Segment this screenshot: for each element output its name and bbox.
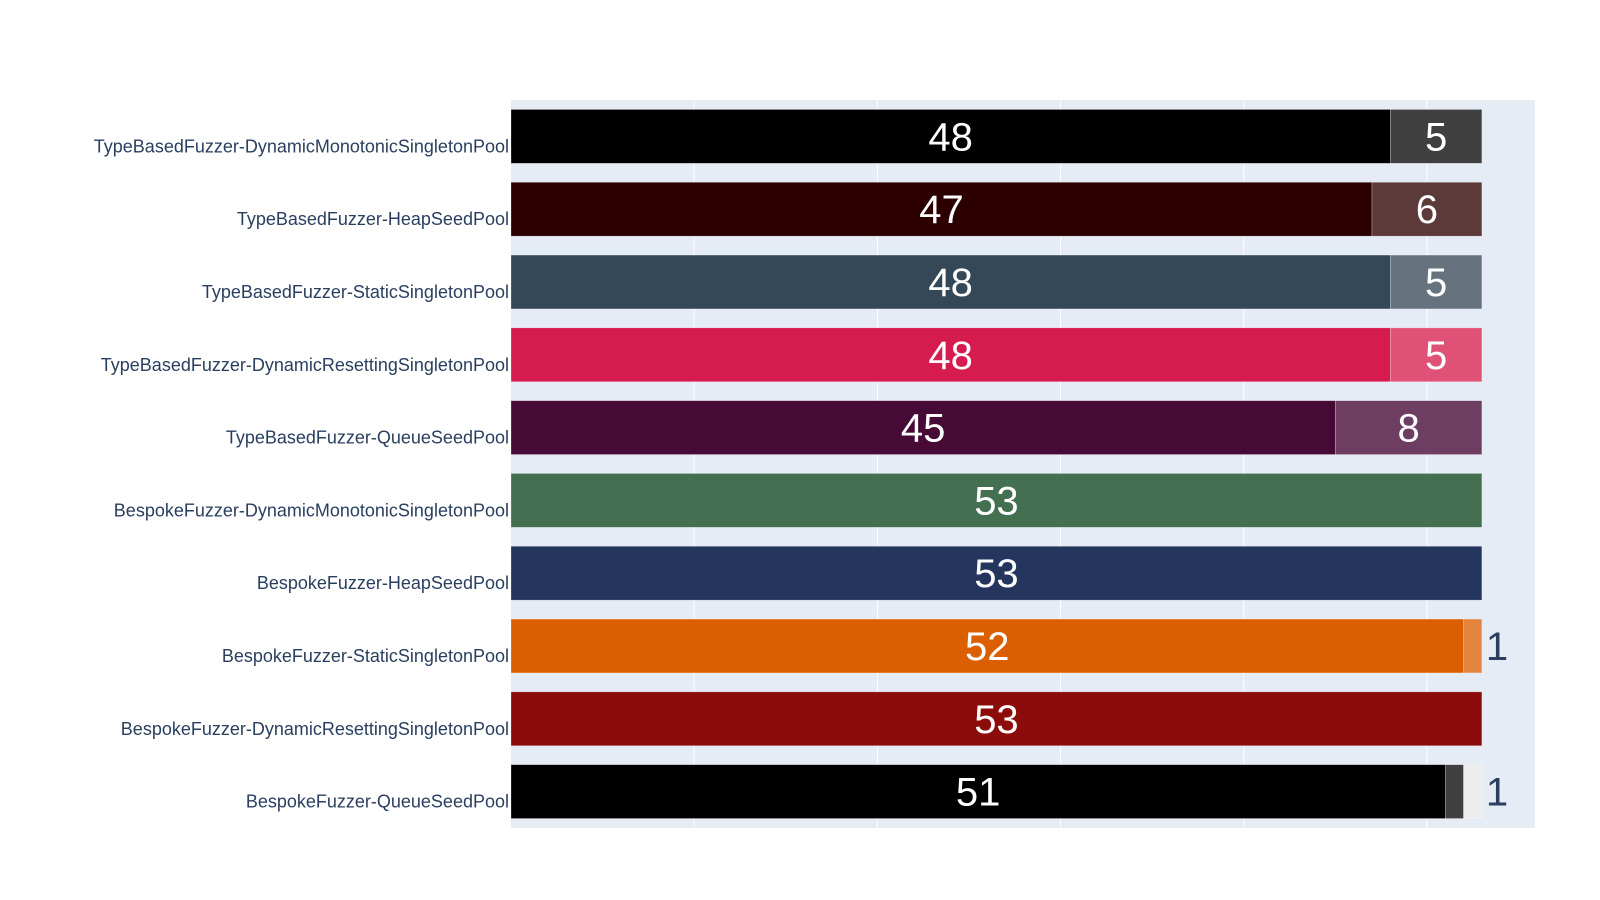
bar-value-label: 48 [928,334,973,378]
bar-segment [510,109,1391,164]
bar-segment [1390,254,1483,310]
bar-segment [510,764,1446,819]
bar-segment [1444,764,1464,819]
bar-value-label: 53 [974,479,1019,523]
bar-segment [510,400,1336,455]
bar-segment [510,618,1464,674]
bar-value-label: 52 [965,625,1010,669]
bar-segment [1335,400,1483,455]
bar-segment [510,182,1373,237]
bar-value-label: 51 [956,771,1001,815]
bar-value-label: 48 [928,115,973,159]
bar-segment [510,691,1483,746]
bars [510,109,1483,819]
category-label: BespokeFuzzer-QueueSeedPool [246,792,509,812]
bar-segment [510,546,1483,601]
bar-value-label: 53 [974,698,1019,742]
bar-segment [510,327,1391,382]
category-label: TypeBasedFuzzer-DynamicMonotonicSingleto… [94,136,509,156]
bar-value-label: 8 [1397,407,1419,451]
bar-value-label: 5 [1425,334,1447,378]
bar-value-label: 1 [1486,625,1508,669]
category-label: TypeBasedFuzzer-QueueSeedPool [226,428,509,448]
category-label: BespokeFuzzer-HeapSeedPool [257,573,509,593]
bar-segment [510,473,1483,528]
bar-value-label: 48 [928,261,973,305]
bar-segment [1463,618,1483,674]
category-labels: TypeBasedFuzzer-DynamicMonotonicSingleto… [94,136,509,811]
bar-value-label: 53 [974,552,1019,596]
bar-segment [1371,182,1483,237]
value-labels: 48 5 47 6 48 5 48 5 45 8 53 53 52 1 53 51 1 [901,115,1508,814]
category-label: TypeBasedFuzzer-StaticSingletonPool [202,282,509,302]
category-label: BespokeFuzzer-DynamicResettingSingletonP… [121,719,509,739]
category-label: BespokeFuzzer-StaticSingletonPool [222,646,509,666]
bar-value-label: 5 [1425,115,1447,159]
category-label: BespokeFuzzer-DynamicMonotonicSingletonP… [114,500,509,520]
bar-segment [1463,764,1483,819]
bar-value-label: 1 [1486,771,1508,815]
bar-value-label: 45 [901,407,946,451]
category-label: TypeBasedFuzzer-DynamicResettingSingleto… [101,355,509,375]
bar-segment [1390,327,1483,382]
category-label: TypeBasedFuzzer-HeapSeedPool [237,209,509,229]
bar-segment [1390,109,1483,164]
bar-value-label: 6 [1416,188,1438,232]
bar-value-label: 47 [919,188,964,232]
bar-value-label: 5 [1425,261,1447,305]
